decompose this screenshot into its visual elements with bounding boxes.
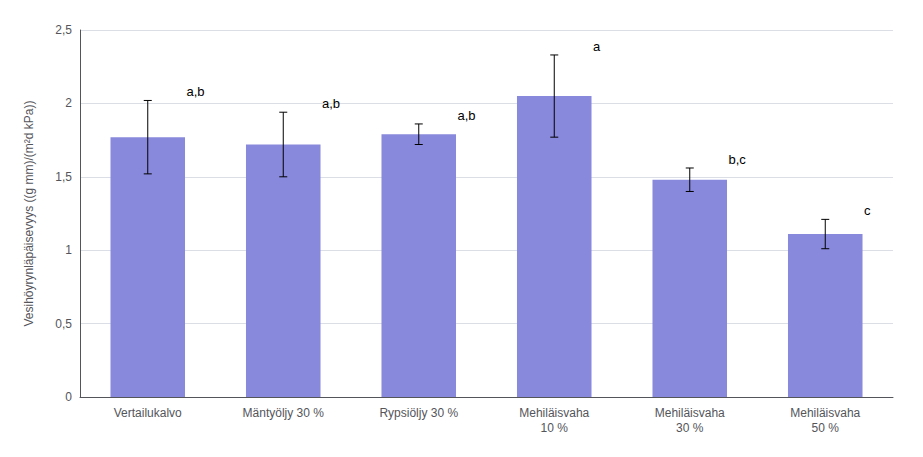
svg-text:1,5: 1,5	[55, 170, 72, 184]
svg-text:Mehiläisvaha: Mehiläisvaha	[790, 406, 860, 420]
svg-text:c: c	[864, 203, 871, 218]
svg-text:30 %: 30 %	[676, 421, 704, 435]
svg-text:b,c: b,c	[729, 152, 747, 167]
svg-text:a: a	[593, 39, 601, 54]
svg-text:2: 2	[65, 96, 72, 110]
svg-text:1: 1	[65, 243, 72, 257]
svg-text:0: 0	[65, 390, 72, 404]
svg-text:50 %: 50 %	[812, 421, 840, 435]
svg-text:a,b: a,b	[322, 96, 340, 111]
svg-text:a,b: a,b	[187, 84, 205, 99]
svg-text:2,5: 2,5	[55, 23, 72, 37]
svg-text:Vertailukalvo: Vertailukalvo	[114, 406, 182, 420]
svg-text:Mehiläisvaha: Mehiläisvaha	[655, 406, 725, 420]
svg-text:Rypsiöljy 30 %: Rypsiöljy 30 %	[379, 406, 458, 420]
svg-text:0,5: 0,5	[55, 317, 72, 331]
svg-text:a,b: a,b	[458, 108, 476, 123]
svg-text:Mäntyöljy 30 %: Mäntyöljy 30 %	[243, 406, 325, 420]
svg-text:Mehiläisvaha: Mehiläisvaha	[519, 406, 589, 420]
svg-text:Vesihöyrynläpäisevyys ((g mm)/: Vesihöyrynläpäisevyys ((g mm)/(m²d kPa))	[22, 100, 36, 326]
svg-text:10 %: 10 %	[541, 421, 569, 435]
